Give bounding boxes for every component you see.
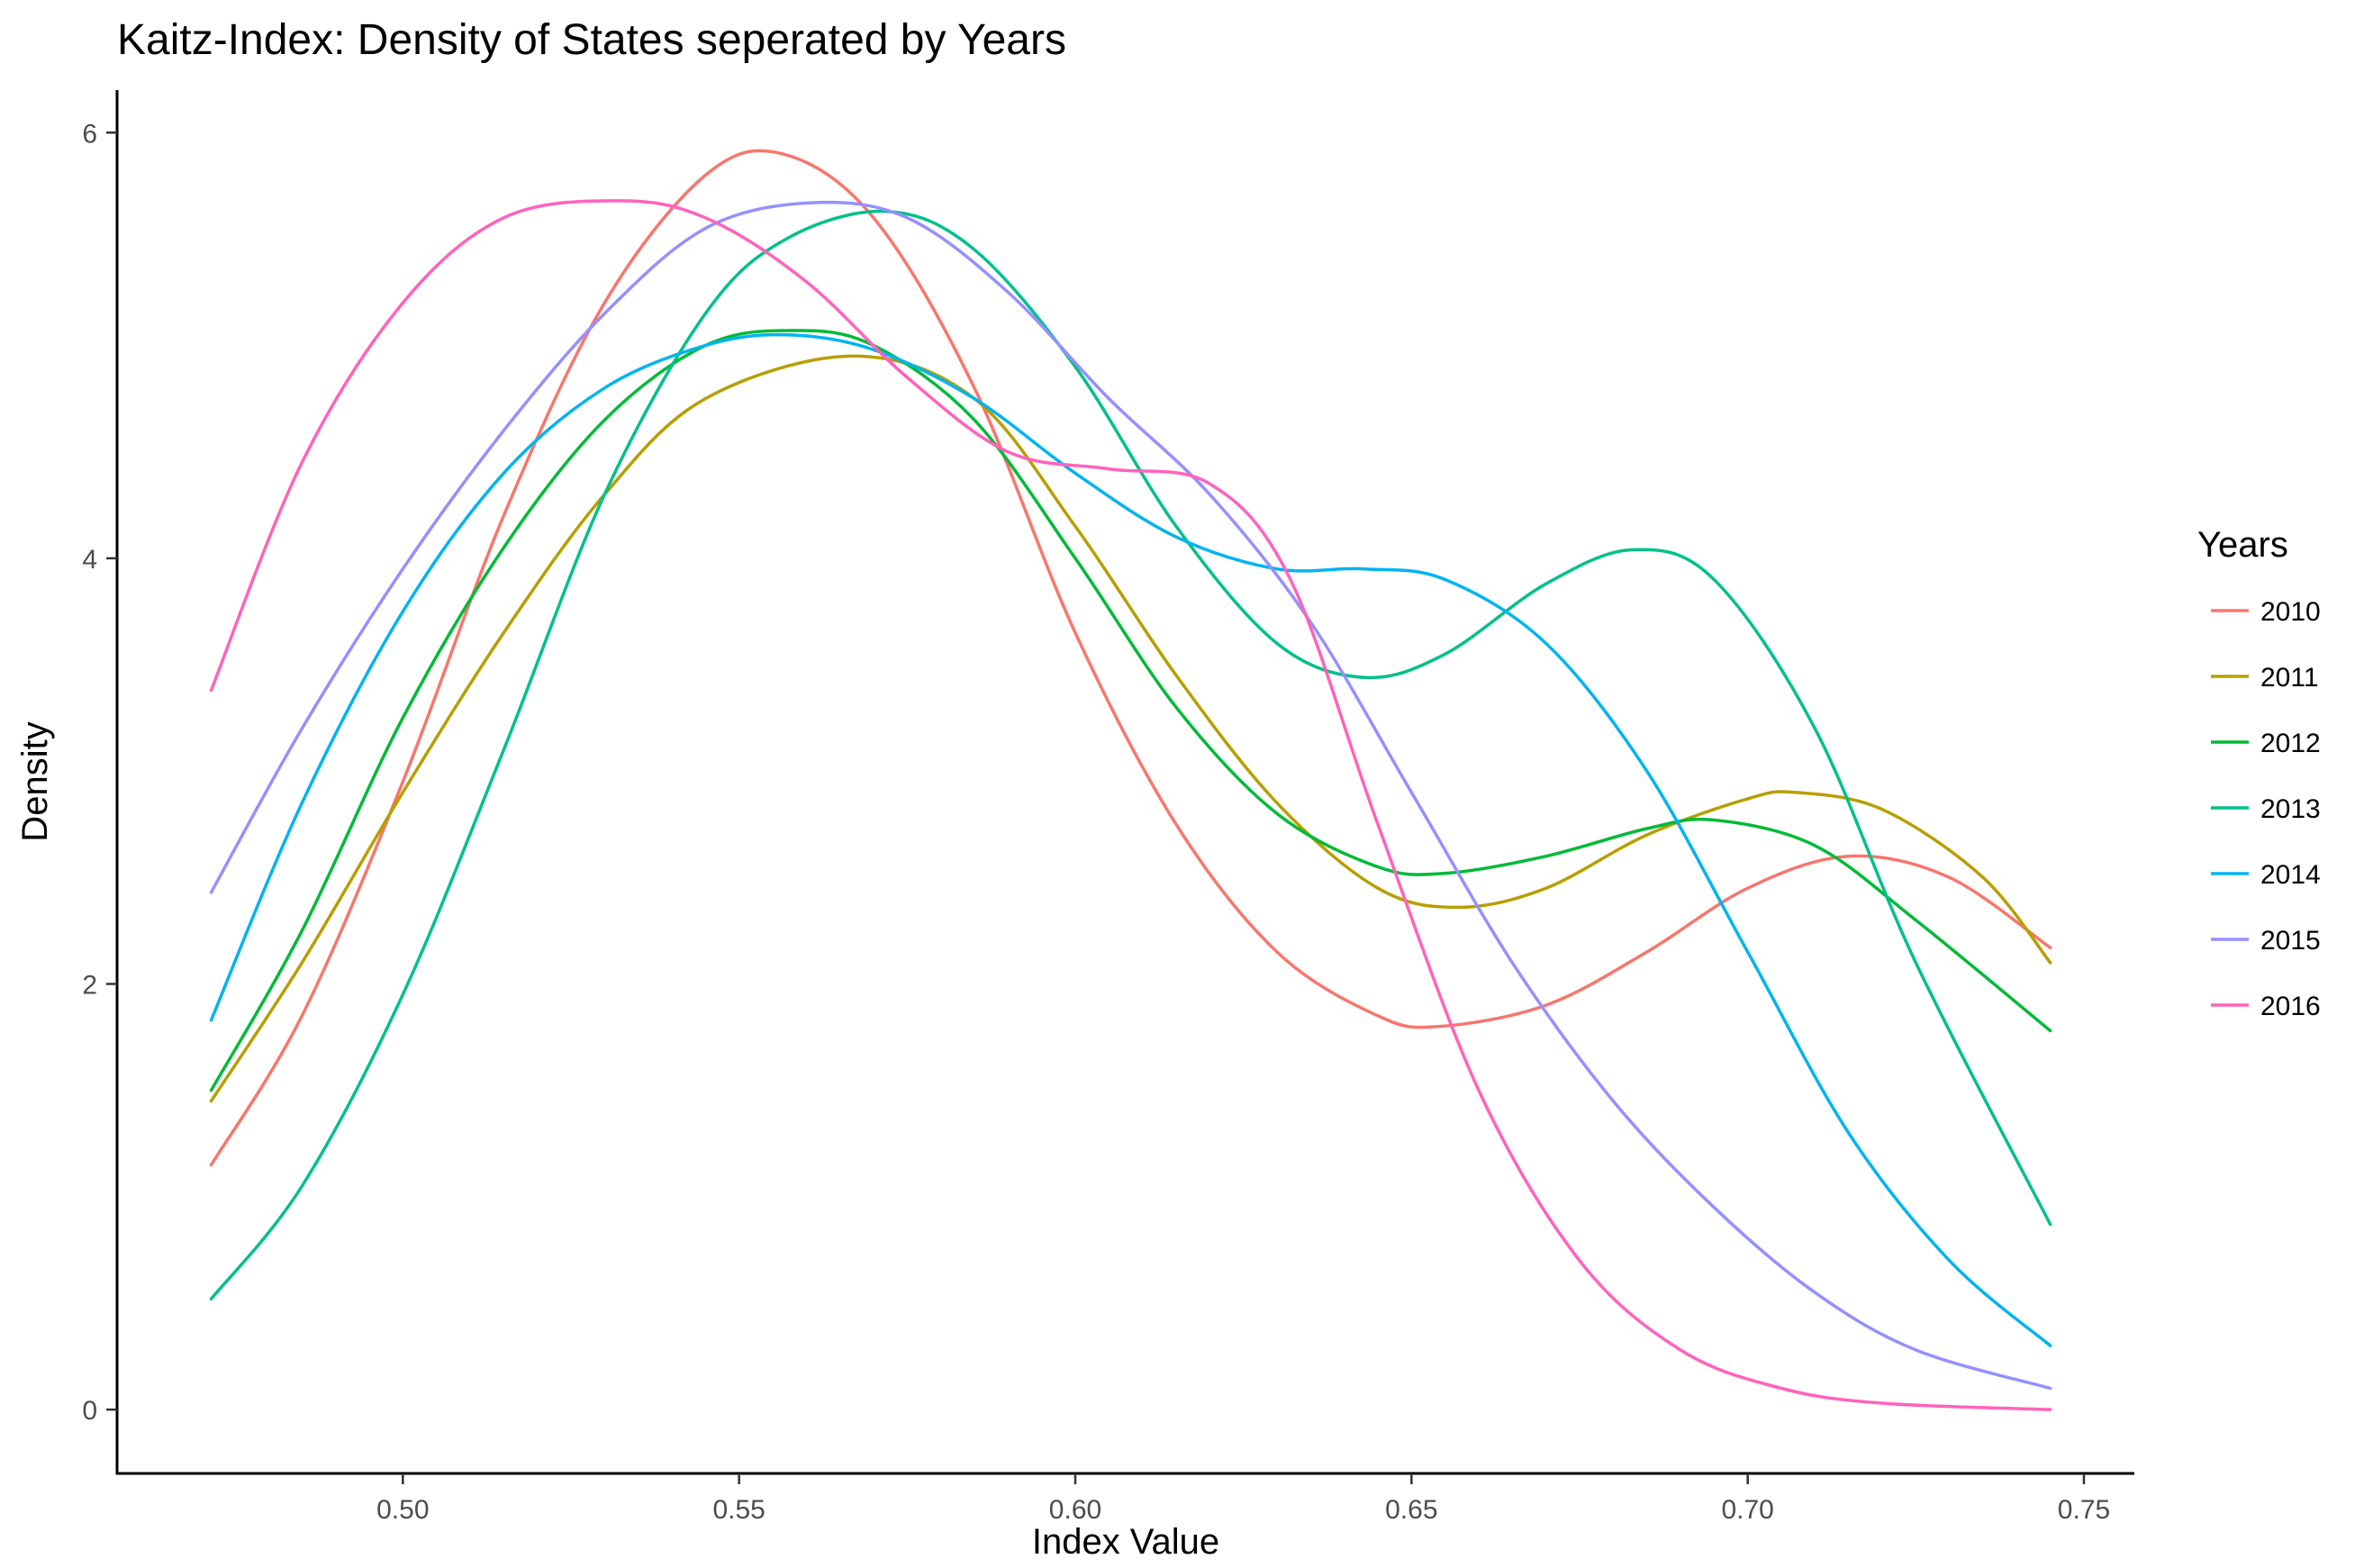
legend-item-2011: 2011 <box>2211 663 2319 693</box>
series-line-2016 <box>209 199 2052 1411</box>
x-tick-label: 0.75 <box>2058 1495 2110 1525</box>
y-tick-label: 6 <box>82 119 97 149</box>
plot-area <box>209 149 2052 1411</box>
legend-item-2015: 2015 <box>2211 926 2321 956</box>
series-line-2013 <box>209 209 2052 1301</box>
chart-title: Kaitz-Index: Density of States seperated… <box>117 16 1066 64</box>
y-axis-title: Density <box>15 721 55 841</box>
legend: Years 2010 2011 2012 2013 2014 2015 2016 <box>2197 525 2321 1021</box>
legend-item-2012: 2012 <box>2211 729 2321 758</box>
x-tick-label: 0.50 <box>376 1495 429 1525</box>
legend-label: 2013 <box>2260 794 2321 824</box>
legend-label: 2015 <box>2260 926 2321 956</box>
x-tick-label: 0.65 <box>1385 1495 1437 1525</box>
legend-label: 2016 <box>2260 992 2321 1021</box>
series-line-2010 <box>209 149 2052 1167</box>
legend-label: 2010 <box>2260 597 2321 627</box>
series-line-2014 <box>209 332 2052 1347</box>
legend-item-2010: 2010 <box>2211 597 2321 627</box>
y-tick-label: 4 <box>82 545 97 575</box>
legend-label: 2014 <box>2260 860 2321 890</box>
legend-title: Years <box>2197 525 2288 565</box>
series-line-2012 <box>209 329 2052 1092</box>
legend-label: 2011 <box>2260 663 2319 693</box>
x-axis-title: Index Value <box>1032 1522 1219 1562</box>
y-tick-label: 2 <box>82 970 97 1000</box>
y-tick-label: 0 <box>82 1396 97 1426</box>
legend-item-2014: 2014 <box>2211 860 2321 890</box>
legend-item-2013: 2013 <box>2211 794 2321 824</box>
x-tick-label: 0.70 <box>1721 1495 1773 1525</box>
legend-item-2016: 2016 <box>2211 992 2321 1021</box>
x-tick-label: 0.55 <box>712 1495 765 1525</box>
series-line-2015 <box>209 200 2052 1391</box>
y-axis-ticks: 0 2 4 6 <box>82 119 117 1426</box>
x-axis-ticks: 0.50 0.55 0.60 0.65 0.70 0.75 <box>376 1473 2110 1525</box>
legend-label: 2012 <box>2260 729 2321 758</box>
x-tick-label: 0.60 <box>1049 1495 1101 1525</box>
series-line-2011 <box>209 354 2052 1103</box>
